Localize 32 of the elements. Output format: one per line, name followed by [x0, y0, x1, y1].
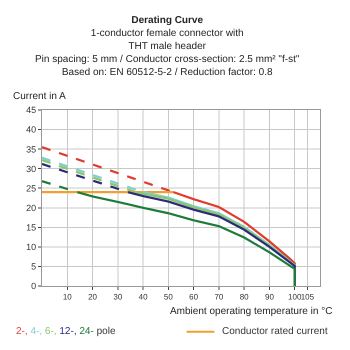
- chart-title: Derating Curve: [131, 15, 204, 26]
- x-tick-label: 20: [88, 292, 98, 302]
- x-tick-label: 30: [113, 292, 123, 302]
- x-tick-label: 60: [189, 292, 199, 302]
- y-tick-label: 30: [26, 164, 36, 174]
- text: 2-,: [16, 326, 28, 337]
- x-tick-label: 80: [240, 292, 250, 302]
- x-tick-label: 90: [264, 292, 274, 302]
- text: 6-,: [44, 326, 57, 337]
- y-tick-label: 20: [26, 202, 36, 213]
- chart-subtitle: 1-conductor female connector with THT male header Pin spacing: 5 mm / Conductor cross-section: 2.5 mm² "f-st" Based on: EN 60512-5-2 / Reduction factor: 0.8: [35, 28, 300, 78]
- x-tick-label: 10: [62, 292, 72, 302]
- y-tick-label: 0: [31, 281, 36, 292]
- text: 4-,: [30, 326, 42, 337]
- legend-label: Conductor rated current: [222, 326, 328, 337]
- text: 24-: [79, 326, 94, 337]
- y-tick-label: 35: [26, 144, 36, 154]
- text: 12-,: [59, 326, 77, 337]
- x-tick-label: 40: [138, 292, 148, 302]
- x-tick-label: 100: [288, 292, 302, 302]
- text: pole: [96, 326, 116, 337]
- x-axis-title: Ambient operating temperature in °C: [170, 306, 332, 317]
- y-tick-label: 45: [26, 105, 36, 116]
- y-tick-label: 10: [26, 242, 36, 252]
- y-tick-label: 5: [31, 262, 36, 272]
- x-tick-label: 70: [214, 292, 224, 302]
- x-tick-label: 50: [164, 292, 174, 302]
- y-tick-label: 40: [26, 124, 36, 135]
- y-tick-label: 25: [26, 183, 36, 194]
- x-tick-label: 105: [300, 292, 315, 302]
- y-axis-title: Current in A: [13, 91, 66, 102]
- y-tick-label: 15: [26, 222, 36, 232]
